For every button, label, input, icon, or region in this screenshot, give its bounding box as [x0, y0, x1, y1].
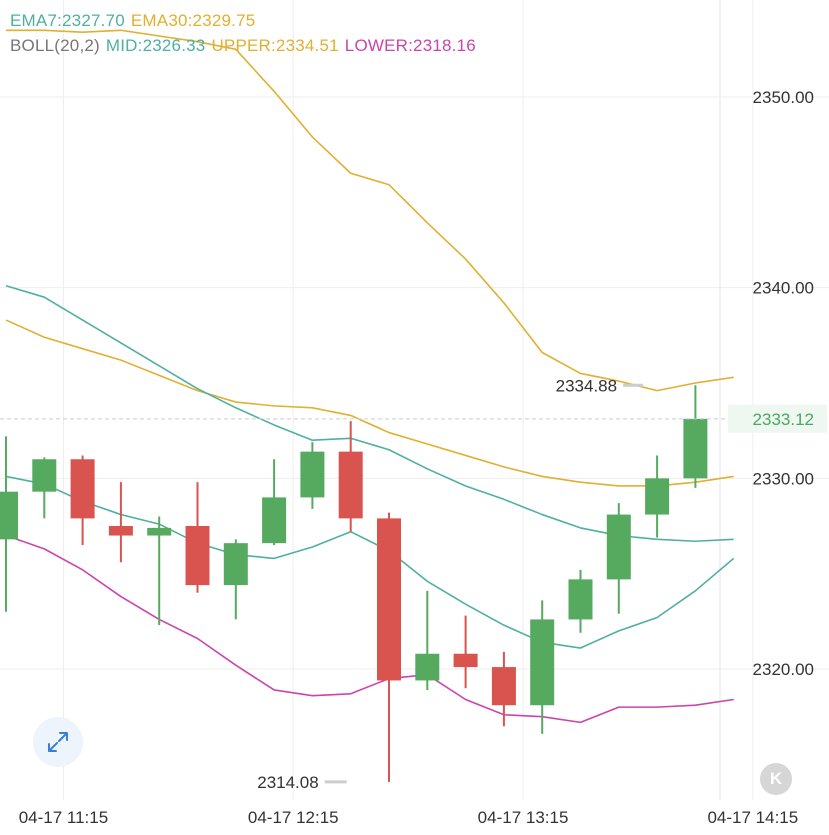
candle-body-up[interactable] — [645, 478, 670, 515]
candle-body-up[interactable] — [683, 418, 708, 479]
y-tick-label: 2320.00 — [753, 660, 814, 679]
candle-body-down[interactable] — [491, 667, 516, 706]
x-tick-label: 04-17 11:15 — [19, 808, 108, 827]
boll-lower-legend: LOWER:2318.16 — [344, 36, 476, 55]
candle-body-up[interactable] — [0, 491, 18, 540]
ema30-line — [5, 319, 734, 487]
y-tick-label: 2330.00 — [753, 469, 814, 488]
candle-body-up[interactable] — [568, 579, 593, 620]
candle-body-down[interactable] — [108, 526, 133, 536]
candle-body-up[interactable] — [223, 543, 248, 586]
high-price-label: 2334.88 — [556, 376, 617, 395]
candle-body-down[interactable] — [185, 526, 210, 586]
candle-body-up[interactable] — [606, 514, 631, 580]
y-tick-label: 2340.00 — [753, 279, 814, 298]
boll-legend: BOLL(20,2) MID:2326.33 UPPER:2334.51 LOWER:… — [10, 36, 482, 56]
ema7-legend: EMA7:2327.70 — [10, 11, 125, 30]
candle-body-up[interactable] — [300, 451, 325, 498]
boll-mid-legend: MID:2326.33 — [105, 36, 206, 55]
candle-body-up[interactable] — [147, 527, 172, 536]
x-tick-label: 04-17 12:15 — [248, 808, 339, 827]
x-tick-label: 04-17 13:15 — [478, 808, 569, 827]
boll-upper-legend: UPPER:2334.51 — [211, 36, 339, 55]
candle-body-up[interactable] — [262, 497, 287, 544]
candle-body-up[interactable] — [32, 459, 57, 492]
candle-body-down[interactable] — [338, 451, 363, 519]
expand-arrows-icon — [48, 732, 68, 752]
mid-line — [5, 475, 735, 649]
upper-line — [6, 29, 734, 392]
current-price-tag — [728, 404, 827, 433]
lower-line — [5, 534, 734, 724]
boll-legend-title: BOLL(20,2) — [10, 36, 100, 55]
ema7-line — [5, 284, 734, 543]
low-price-label: 2314.08 — [257, 773, 318, 792]
k-logo-icon: K — [760, 763, 792, 795]
ema30-legend: EMA30:2329.75 — [130, 11, 256, 30]
candle-body-down[interactable] — [453, 653, 478, 668]
candle-body-down[interactable] — [377, 518, 401, 681]
expand-button[interactable] — [33, 717, 83, 767]
y-tick-label: 2350.00 — [753, 88, 814, 107]
current-price-label: 2333.12 — [753, 410, 814, 429]
candle-body-up[interactable] — [415, 653, 440, 681]
candle-body-up[interactable] — [530, 619, 555, 706]
ema-legend: EMA7:2327.70 EMA30:2329.75 — [10, 11, 261, 31]
candle-body-down[interactable] — [70, 459, 95, 519]
x-tick-label: 04-17 14:15 — [707, 808, 798, 827]
